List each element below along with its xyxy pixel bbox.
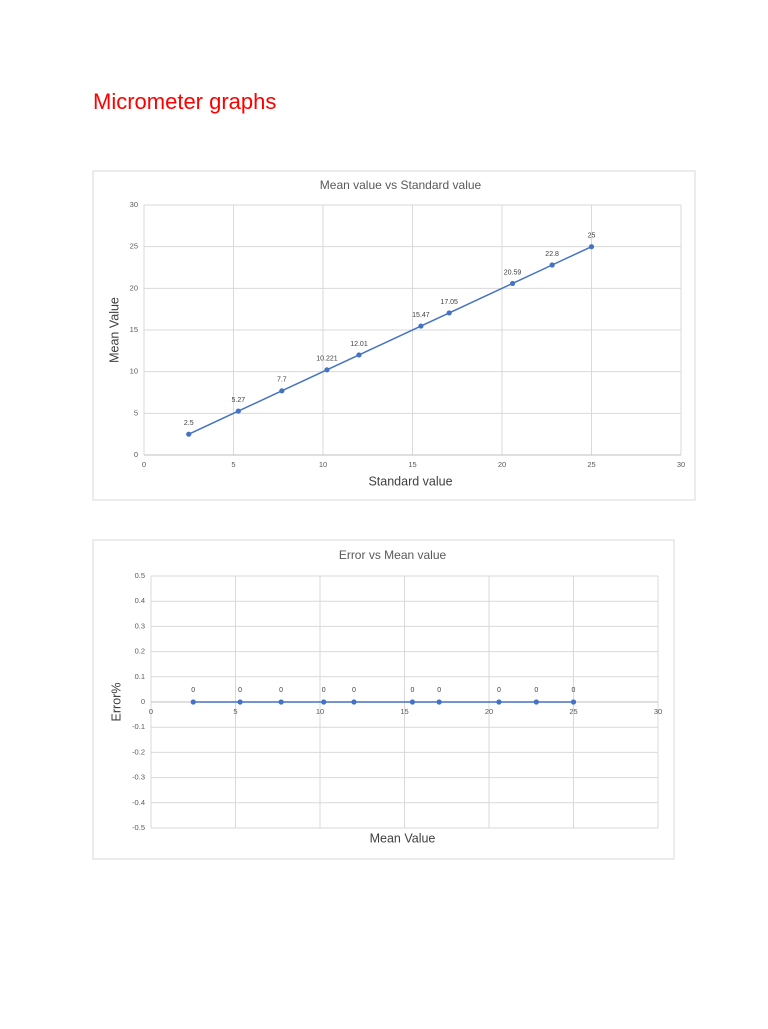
y-tick-label: 0.4	[135, 596, 145, 605]
data-label: 0	[238, 687, 242, 694]
chart-frame	[92, 170, 696, 501]
data-line	[188, 245, 592, 435]
x-tick-label: 25	[569, 707, 577, 716]
data-label: 2.5	[184, 420, 194, 427]
x-tick-label: 10	[316, 707, 324, 716]
x-tick-label: 25	[587, 460, 595, 469]
y-tick-label: -0.1	[132, 722, 145, 731]
data-point	[549, 262, 555, 268]
data-point	[588, 244, 595, 250]
data-label: 0	[572, 687, 576, 694]
y-tick-label: 20	[130, 283, 138, 292]
data-label: 22.8	[545, 251, 559, 258]
data-label: 5.27	[232, 397, 246, 404]
x-tick-label: 20	[498, 460, 506, 469]
x-tick-label: 15	[400, 707, 408, 716]
y-tick-label: 25	[130, 242, 138, 251]
y-tick-label: 15	[130, 325, 138, 334]
y-tick-label: 30	[130, 200, 138, 209]
data-label: 25	[588, 233, 596, 240]
data-point	[356, 352, 362, 358]
y-tick-label: 5	[134, 408, 138, 417]
y-tick-label: -0.4	[132, 798, 145, 807]
y-axis-title: Mean Value	[107, 297, 121, 363]
data-point	[321, 699, 327, 705]
data-point	[436, 699, 442, 705]
data-label: 0	[322, 687, 326, 694]
data-point	[324, 367, 330, 373]
x-tick-label: 15	[408, 460, 416, 469]
y-tick-label: -0.2	[132, 747, 145, 756]
data-label: 0	[497, 687, 501, 694]
y-tick-label: 10	[130, 367, 138, 376]
x-axis-title: Mean Value	[370, 831, 436, 845]
data-point	[351, 699, 357, 705]
data-point	[418, 323, 424, 329]
x-tick-label: 5	[231, 460, 235, 469]
x-axis-title: Standard value	[368, 474, 452, 488]
y-tick-label: 0.1	[135, 672, 145, 681]
data-point	[409, 699, 416, 705]
x-tick-label: 0	[149, 707, 153, 716]
y-tick-label: -0.5	[132, 823, 145, 832]
y-tick-label: 0.5	[135, 571, 145, 580]
x-tick-label: 20	[485, 707, 493, 716]
y-axis-title: Error%	[109, 683, 123, 722]
data-label: 12.01	[350, 341, 368, 348]
y-tick-label: -0.3	[132, 773, 145, 782]
chart-title: Error vs Mean value	[339, 548, 447, 562]
data-point	[570, 699, 577, 705]
data-label: 0	[191, 687, 195, 694]
data-point	[278, 699, 284, 705]
data-label: 0	[437, 687, 441, 694]
y-tick-label: 0	[141, 697, 145, 706]
y-tick-label: 0.2	[135, 647, 145, 656]
y-tick-label: 0	[134, 450, 138, 459]
x-tick-label: 30	[677, 460, 685, 469]
data-point	[533, 699, 539, 705]
data-label: 0	[410, 687, 414, 694]
chart-title: Mean value vs Standard value	[320, 178, 482, 192]
data-point	[279, 388, 285, 394]
x-tick-label: 30	[654, 707, 662, 716]
data-point	[237, 699, 243, 705]
data-point	[509, 280, 516, 287]
data-label: 20.59	[504, 269, 522, 276]
data-point	[446, 310, 452, 316]
data-label: 15.47	[412, 312, 430, 319]
data-label: 0	[279, 687, 283, 694]
data-label: 10.221	[316, 356, 338, 363]
x-tick-label: 10	[319, 460, 327, 469]
data-point	[496, 699, 502, 705]
data-label: 7.7	[277, 377, 287, 384]
x-tick-label: 5	[233, 707, 237, 716]
x-tick-label: 0	[142, 460, 146, 469]
chart-frame	[92, 539, 675, 860]
data-point	[190, 699, 196, 705]
heading: Micrometer graphs	[93, 89, 276, 114]
data-label: 0	[352, 687, 356, 694]
data-point	[186, 431, 192, 437]
y-tick-label: 0.3	[135, 621, 145, 630]
data-label: 17.05	[440, 299, 458, 306]
data-point	[235, 408, 241, 414]
data-label: 0	[534, 687, 538, 694]
